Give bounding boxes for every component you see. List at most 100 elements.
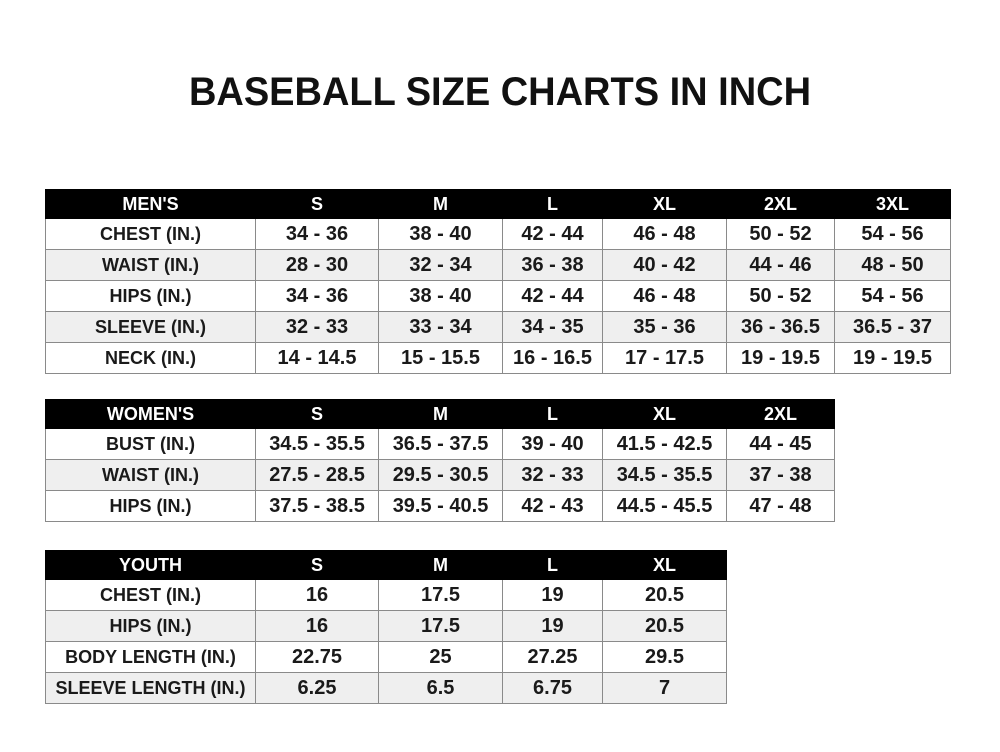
table-row: HIPS (IN.) 34 - 36 38 - 40 42 - 44 46 - 48 50… <box>45 280 951 312</box>
table-row: BUST (IN.) 34.5 - 35.5 36.5 - 37.5 39 - 40 4… <box>45 428 835 460</box>
size-value-cell: 28 - 30 <box>255 249 379 281</box>
size-header: S <box>255 189 379 219</box>
measurement-label: NECK (IN.) <box>45 342 256 374</box>
measurement-label: SLEEVE (IN.) <box>45 311 256 343</box>
size-value-cell: 44 - 45 <box>726 428 835 460</box>
size-value-cell: 29.5 <box>602 641 727 673</box>
size-header: M <box>378 399 503 429</box>
table-row: SLEEVE LENGTH (IN.) 6.25 6.5 6.75 7 <box>45 672 727 704</box>
size-value-cell: 32 - 33 <box>255 311 379 343</box>
size-value-cell: 34.5 - 35.5 <box>602 459 727 491</box>
size-value-cell: 32 - 33 <box>502 459 603 491</box>
measurement-label: WAIST (IN.) <box>45 459 256 491</box>
size-value-cell: 33 - 34 <box>378 311 503 343</box>
size-header: 2XL <box>726 189 835 219</box>
size-value-cell: 38 - 40 <box>378 218 503 250</box>
size-value-cell: 35 - 36 <box>602 311 727 343</box>
size-value-cell: 36 - 36.5 <box>726 311 835 343</box>
size-value-cell: 7 <box>602 672 727 704</box>
size-value-cell: 50 - 52 <box>726 280 835 312</box>
size-header: S <box>255 399 379 429</box>
measurement-label: BUST (IN.) <box>45 428 256 460</box>
size-header: M <box>378 189 503 219</box>
size-value-cell: 44 - 46 <box>726 249 835 281</box>
size-value-cell: 40 - 42 <box>602 249 727 281</box>
size-value-cell: 34 - 36 <box>255 218 379 250</box>
size-header: XL <box>602 399 727 429</box>
measurement-label: HIPS (IN.) <box>45 490 256 522</box>
page-title: BASEBALL SIZE CHARTS IN INCH <box>188 70 812 114</box>
table-header-row: YOUTH S M L XL <box>45 550 727 580</box>
table-header-row: MEN'S S M L XL 2XL 3XL <box>45 189 951 219</box>
size-value-cell: 15 - 15.5 <box>378 342 503 374</box>
size-value-cell: 54 - 56 <box>834 280 951 312</box>
size-value-cell: 42 - 44 <box>502 280 603 312</box>
size-value-cell: 16 <box>255 579 379 611</box>
size-value-cell: 44.5 - 45.5 <box>602 490 727 522</box>
size-value-cell: 47 - 48 <box>726 490 835 522</box>
size-value-cell: 34 - 36 <box>255 280 379 312</box>
size-value-cell: 16 - 16.5 <box>502 342 603 374</box>
size-value-cell: 6.75 <box>502 672 603 704</box>
measurement-label: HIPS (IN.) <box>45 280 256 312</box>
size-value-cell: 6.5 <box>378 672 503 704</box>
size-header: M <box>378 550 503 580</box>
size-value-cell: 38 - 40 <box>378 280 503 312</box>
youth-size-table: YOUTH S M L XL CHEST (IN.) 16 17.5 19 20.5 HIPS (I… <box>45 550 727 704</box>
size-value-cell: 16 <box>255 610 379 642</box>
table-row: HIPS (IN.) 37.5 - 38.5 39.5 - 40.5 42 - 43 4… <box>45 490 835 522</box>
size-header: XL <box>602 550 727 580</box>
size-value-cell: 20.5 <box>602 579 727 611</box>
table-category-header: MEN'S <box>45 189 256 219</box>
table-header-row: WOMEN'S S M L XL 2XL <box>45 399 835 429</box>
size-value-cell: 41.5 - 42.5 <box>602 428 727 460</box>
size-value-cell: 22.75 <box>255 641 379 673</box>
size-value-cell: 19 - 19.5 <box>834 342 951 374</box>
size-value-cell: 29.5 - 30.5 <box>378 459 503 491</box>
measurement-label: CHEST (IN.) <box>45 579 256 611</box>
table-row: BODY LENGTH (IN.) 22.75 25 27.25 29.5 <box>45 641 727 673</box>
size-value-cell: 36.5 - 37.5 <box>378 428 503 460</box>
size-value-cell: 39 - 40 <box>502 428 603 460</box>
size-value-cell: 25 <box>378 641 503 673</box>
size-value-cell: 54 - 56 <box>834 218 951 250</box>
table-category-header: WOMEN'S <box>45 399 256 429</box>
size-value-cell: 46 - 48 <box>602 218 727 250</box>
mens-size-table: MEN'S S M L XL 2XL 3XL CHEST (IN.) 34 - 36 38 - 4… <box>45 189 951 374</box>
table-row: NECK (IN.) 14 - 14.5 15 - 15.5 16 - 16.5 17 … <box>45 342 951 374</box>
size-value-cell: 34.5 - 35.5 <box>255 428 379 460</box>
measurement-label: HIPS (IN.) <box>45 610 256 642</box>
measurement-label: WAIST (IN.) <box>45 249 256 281</box>
size-header: L <box>502 399 603 429</box>
size-value-cell: 17 - 17.5 <box>602 342 727 374</box>
size-value-cell: 20.5 <box>602 610 727 642</box>
size-value-cell: 19 <box>502 610 603 642</box>
size-value-cell: 6.25 <box>255 672 379 704</box>
size-value-cell: 46 - 48 <box>602 280 727 312</box>
size-value-cell: 17.5 <box>378 610 503 642</box>
size-value-cell: 42 - 44 <box>502 218 603 250</box>
womens-size-table: WOMEN'S S M L XL 2XL BUST (IN.) 34.5 - 35.5 36.5… <box>45 399 835 522</box>
size-value-cell: 39.5 - 40.5 <box>378 490 503 522</box>
table-row: WAIST (IN.) 27.5 - 28.5 29.5 - 30.5 32 - 33… <box>45 459 835 491</box>
size-value-cell: 37 - 38 <box>726 459 835 491</box>
size-header: L <box>502 550 603 580</box>
size-header: L <box>502 189 603 219</box>
size-value-cell: 48 - 50 <box>834 249 951 281</box>
size-value-cell: 19 <box>502 579 603 611</box>
table-row: CHEST (IN.) 34 - 36 38 - 40 42 - 44 46 - 48 5… <box>45 218 951 250</box>
size-header: S <box>255 550 379 580</box>
size-value-cell: 37.5 - 38.5 <box>255 490 379 522</box>
size-value-cell: 27.5 - 28.5 <box>255 459 379 491</box>
table-row: HIPS (IN.) 16 17.5 19 20.5 <box>45 610 727 642</box>
size-header: 2XL <box>726 399 835 429</box>
table-row: SLEEVE (IN.) 32 - 33 33 - 34 34 - 35 35 - 36… <box>45 311 951 343</box>
size-header: 3XL <box>834 189 951 219</box>
size-value-cell: 14 - 14.5 <box>255 342 379 374</box>
measurement-label: SLEEVE LENGTH (IN.) <box>45 672 256 704</box>
size-value-cell: 50 - 52 <box>726 218 835 250</box>
size-value-cell: 36.5 - 37 <box>834 311 951 343</box>
size-value-cell: 27.25 <box>502 641 603 673</box>
size-value-cell: 36 - 38 <box>502 249 603 281</box>
size-value-cell: 19 - 19.5 <box>726 342 835 374</box>
